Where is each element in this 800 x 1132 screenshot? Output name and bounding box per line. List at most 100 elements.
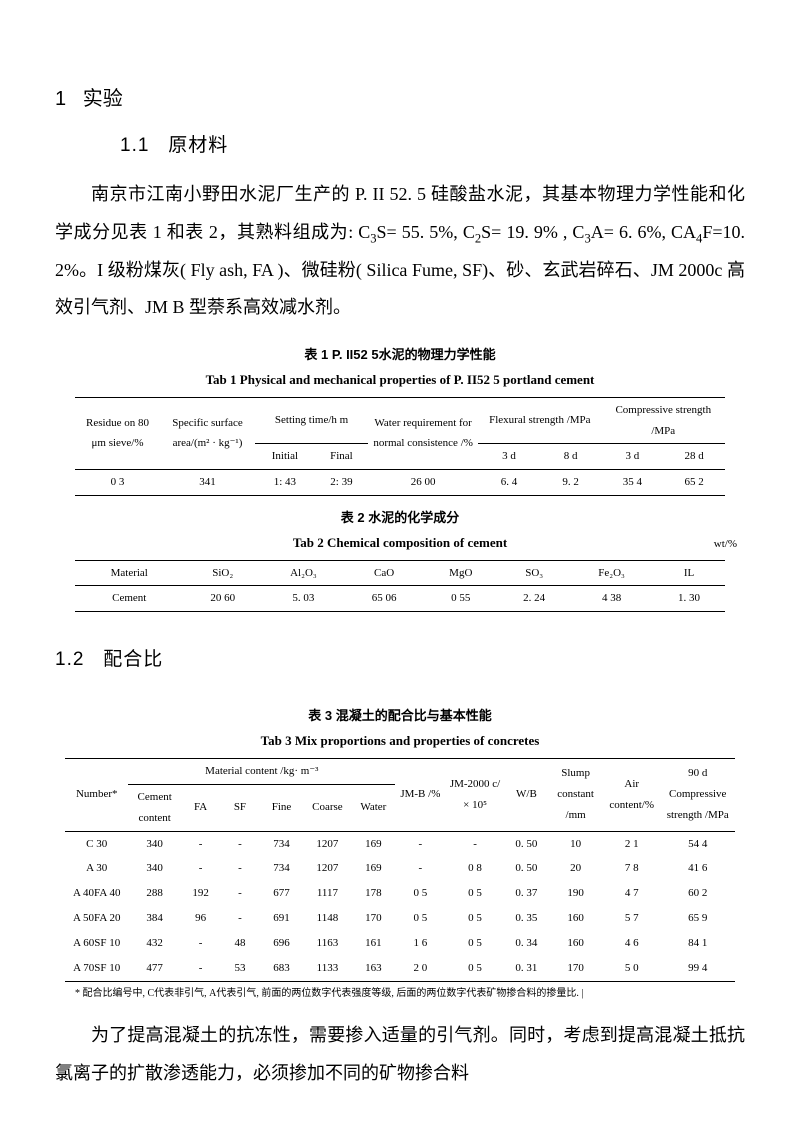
table-2: MaterialSiO₂Al₂O₃CaOMgOSO₃Fe₂O₃IL Cement… bbox=[75, 560, 725, 613]
t3-h-material: Material content /kg· m⁻³ bbox=[128, 758, 395, 784]
table-cell: 0 5 bbox=[446, 881, 505, 906]
table-cell: - bbox=[181, 956, 220, 981]
section-12-heading: 1.2 配合比 bbox=[55, 642, 745, 678]
table-cell: 0. 31 bbox=[505, 956, 549, 981]
t3-h-coarse: Coarse bbox=[303, 784, 351, 831]
table-cell: 1 6 bbox=[395, 931, 445, 956]
table-cell: 84 1 bbox=[660, 931, 735, 956]
table-cell: 0 5 bbox=[446, 956, 505, 981]
table-row: A 70SF 10477-5368311331632 00 50. 311705… bbox=[65, 956, 735, 981]
t3-h-jm2000: JM-2000 c/ × 10⁵ bbox=[446, 758, 505, 831]
t1-h-setting: Setting time/h m bbox=[255, 397, 368, 444]
t1-h-3d: 3 d bbox=[478, 444, 540, 470]
table-cell: - bbox=[446, 831, 505, 856]
t1-h-water: Water requirement for normal consistence… bbox=[368, 397, 478, 470]
table-cell: 9. 2 bbox=[540, 470, 602, 496]
table-cell: 1117 bbox=[303, 881, 351, 906]
t3-h-cement: Cement content bbox=[128, 784, 180, 831]
table-cell: 2 1 bbox=[603, 831, 661, 856]
table-cell: 2. 24 bbox=[498, 586, 570, 612]
table-header: SiO₂ bbox=[183, 560, 261, 586]
table-cell: 1. 30 bbox=[653, 586, 725, 612]
table-cell: 341 bbox=[160, 470, 255, 496]
table-cell: 2 0 bbox=[395, 956, 445, 981]
table-cell: 190 bbox=[548, 881, 603, 906]
table-cell: 65 06 bbox=[345, 586, 423, 612]
t1-h-3d2: 3 d bbox=[602, 444, 664, 470]
table-header: Material bbox=[75, 560, 183, 586]
t3-h-fa: FA bbox=[181, 784, 220, 831]
table-cell: A 70SF 10 bbox=[65, 956, 128, 981]
table-cell: - bbox=[220, 856, 259, 881]
table-cell: 60 2 bbox=[660, 881, 735, 906]
table-cell: - bbox=[220, 906, 259, 931]
table-cell: 4 38 bbox=[570, 586, 653, 612]
table-cell: 99 4 bbox=[660, 956, 735, 981]
table-cell: 0 5 bbox=[395, 906, 445, 931]
table-cell: 734 bbox=[260, 856, 304, 881]
table-header: IL bbox=[653, 560, 725, 586]
table-cell: 683 bbox=[260, 956, 304, 981]
table-cell: 734 bbox=[260, 831, 304, 856]
table-cell: - bbox=[220, 881, 259, 906]
table-cell: 65 9 bbox=[660, 906, 735, 931]
table-row: A 50FA 2038496-69111481700 50 50. 351605… bbox=[65, 906, 735, 931]
table-cell: 4 6 bbox=[603, 931, 661, 956]
table-cell: Cement bbox=[75, 586, 183, 612]
table-cell: 53 bbox=[220, 956, 259, 981]
table-cell: 1: 43 bbox=[255, 470, 315, 496]
t3-h-jmb: JM-B /% bbox=[395, 758, 445, 831]
t1-h-final: Final bbox=[315, 444, 368, 470]
table-header: Al₂O₃ bbox=[262, 560, 345, 586]
table-cell: 54 4 bbox=[660, 831, 735, 856]
section-1-heading: 1 实验 bbox=[55, 80, 745, 118]
table-cell: 169 bbox=[351, 856, 395, 881]
section-11-title: 原材料 bbox=[168, 135, 228, 156]
table-cell: 340 bbox=[128, 856, 180, 881]
table1-title-en: Tab 1 Physical and mechanical properties… bbox=[55, 368, 745, 393]
t3-h-comp90: 90 d Compressive strength /MPa bbox=[660, 758, 735, 831]
table-cell: 5 0 bbox=[603, 956, 661, 981]
table-row: A 40FA 40288192-67711171780 50 50. 37190… bbox=[65, 881, 735, 906]
table-header: SO₃ bbox=[498, 560, 570, 586]
table-cell: 20 bbox=[548, 856, 603, 881]
table-cell: 0 5 bbox=[446, 906, 505, 931]
table-cell: 96 bbox=[181, 906, 220, 931]
table-header: CaO bbox=[345, 560, 423, 586]
table-cell: 41 6 bbox=[660, 856, 735, 881]
table-cell: A 60SF 10 bbox=[65, 931, 128, 956]
table-cell: 288 bbox=[128, 881, 180, 906]
table-cell: 6. 4 bbox=[478, 470, 540, 496]
table-cell: 26 00 bbox=[368, 470, 478, 496]
t1-h-28d: 28 d bbox=[663, 444, 725, 470]
table-cell: 4 7 bbox=[603, 881, 661, 906]
paragraph-mix: 为了提高混凝土的抗冻性，需要掺入适量的引气剂。同时，考虑到提高混凝土抵抗氯离子的… bbox=[55, 1017, 745, 1093]
table3-title-cn: 表 3 混凝土的配合比与基本性能 bbox=[55, 704, 745, 729]
table-cell: 192 bbox=[181, 881, 220, 906]
section-12-title: 配合比 bbox=[103, 649, 163, 670]
t1-h-surface: Specific surface area/(m² · kg⁻¹) bbox=[160, 397, 255, 470]
table-cell: 0. 50 bbox=[505, 856, 549, 881]
table-cell: 170 bbox=[548, 956, 603, 981]
table-header: MgO bbox=[423, 560, 498, 586]
table2-title-en: Tab 2 Chemical composition of cement bbox=[105, 531, 695, 556]
table-cell: 5. 03 bbox=[262, 586, 345, 612]
table-cell: 48 bbox=[220, 931, 259, 956]
table-cell: 2: 39 bbox=[315, 470, 368, 496]
table-cell: 0 5 bbox=[446, 931, 505, 956]
table-cell: 691 bbox=[260, 906, 304, 931]
t3-h-slump: Slump constant /mm bbox=[548, 758, 603, 831]
t3-h-fine: Fine bbox=[260, 784, 304, 831]
table-cell: 1133 bbox=[303, 956, 351, 981]
table-cell: 0. 50 bbox=[505, 831, 549, 856]
paragraph-materials: 南京市江南小野田水泥厂生产的 P. II 52. 5 硅酸盐水泥，其基本物理力学… bbox=[55, 176, 745, 327]
table-cell: 5 7 bbox=[603, 906, 661, 931]
table-row: A 60SF 10432-4869611631611 60 50. 341604… bbox=[65, 931, 735, 956]
table-cell: 432 bbox=[128, 931, 180, 956]
table2-unit: wt/% bbox=[695, 534, 745, 555]
table-cell: 1163 bbox=[303, 931, 351, 956]
table-cell: 161 bbox=[351, 931, 395, 956]
table-cell: 1207 bbox=[303, 831, 351, 856]
table-cell: 340 bbox=[128, 831, 180, 856]
table-row: C 30340--7341207169--0. 50102 154 4 bbox=[65, 831, 735, 856]
